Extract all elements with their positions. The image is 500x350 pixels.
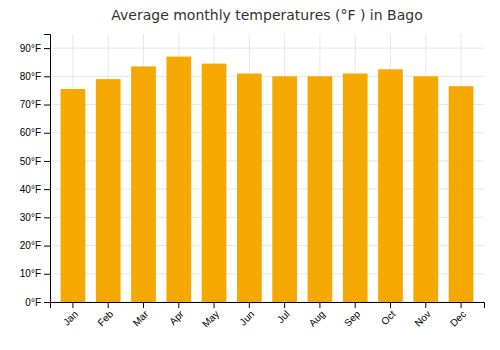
bar xyxy=(272,76,297,302)
tick-mark xyxy=(108,302,109,308)
tick-mark xyxy=(44,217,50,218)
x-tick-label: Jan xyxy=(61,308,80,327)
y-tick-label: 50°F xyxy=(20,156,41,167)
tick-mark xyxy=(143,302,144,308)
bars xyxy=(61,57,474,302)
y-tick-label: 60°F xyxy=(20,127,41,138)
x-tick-label: Nov xyxy=(412,308,432,328)
y-tick-label: 90°F xyxy=(20,43,41,54)
y-tick: 60°F xyxy=(20,127,50,138)
x-tick: Aug xyxy=(307,302,327,329)
y-tick-label: 20°F xyxy=(20,240,41,251)
tick-mark xyxy=(44,133,50,134)
bar xyxy=(96,79,121,302)
y-tick: 20°F xyxy=(20,240,50,251)
x-tick-label: Sep xyxy=(342,308,363,329)
tick-mark xyxy=(355,302,356,308)
x-tick: Jul xyxy=(275,302,292,325)
tick-mark xyxy=(214,302,215,308)
bar xyxy=(166,57,191,302)
bar xyxy=(61,89,86,302)
y-tick-label: 70°F xyxy=(20,99,41,110)
y-tick: 80°F xyxy=(20,71,50,82)
tick-mark xyxy=(461,302,462,308)
title: Average monthly temperatures (°F ) in Ba… xyxy=(111,7,422,23)
x-tick-label: Mar xyxy=(131,308,151,328)
x-tick: May xyxy=(200,302,221,330)
x-tick: Oct xyxy=(379,302,398,327)
tick-mark xyxy=(44,48,50,49)
x-tick: Dec xyxy=(448,302,468,329)
tick-mark xyxy=(44,274,50,275)
y-tick-label: 40°F xyxy=(20,184,41,195)
x-tick-label: Jul xyxy=(275,308,292,325)
bar xyxy=(413,76,438,302)
grid xyxy=(50,34,484,302)
x-tick-label: Jun xyxy=(237,308,256,327)
grid-line xyxy=(50,48,484,49)
axis-line xyxy=(51,303,485,309)
tick-mark xyxy=(425,302,426,308)
y-tick: 40°F xyxy=(20,184,50,195)
y-tick: 50°F xyxy=(20,156,50,167)
x-tick: Apr xyxy=(167,302,186,327)
x-tick: Sep xyxy=(342,302,363,329)
tick-mark xyxy=(72,302,73,308)
bar xyxy=(237,73,262,302)
y-tick: 70°F xyxy=(20,99,50,110)
x-axis: Jan Feb Mar Apr May Jun Jul Aug Sep Oct Nov Dec xyxy=(51,302,485,330)
x-tick-label: May xyxy=(200,308,221,329)
tick-mark xyxy=(44,302,50,303)
x-tick: Nov xyxy=(412,302,432,329)
bar xyxy=(343,73,368,302)
plot: Jan Feb Mar Apr May Jun Jul Aug Sep Oct Nov Dec 0°F 1… xyxy=(20,34,485,330)
x-tick: Mar xyxy=(131,302,151,328)
x-tick-label: Aug xyxy=(307,308,327,328)
bar xyxy=(449,86,474,302)
tick-mark xyxy=(44,189,50,190)
x-tick-label: Apr xyxy=(167,308,186,327)
x-tick: Jun xyxy=(237,302,256,328)
bar xyxy=(308,76,333,302)
y-tick-label: 30°F xyxy=(20,212,41,223)
axis-line xyxy=(44,35,51,303)
tick-mark xyxy=(44,76,50,77)
y-tick-label: 0°F xyxy=(25,297,41,308)
tick-mark xyxy=(44,105,50,106)
y-tick: 10°F xyxy=(20,268,50,279)
tick-mark xyxy=(44,246,50,247)
bar xyxy=(131,66,156,302)
tick-mark xyxy=(44,161,50,162)
tick-mark xyxy=(390,302,391,308)
bar xyxy=(202,64,227,302)
y-tick: 30°F xyxy=(20,212,50,223)
y-tick-label: 80°F xyxy=(20,71,41,82)
x-tick-label: Oct xyxy=(379,308,398,327)
tick-mark xyxy=(178,302,179,308)
y-tick-label: 10°F xyxy=(20,268,41,279)
y-tick: 90°F xyxy=(20,43,50,54)
tick-mark xyxy=(249,302,250,308)
x-tick: Feb xyxy=(95,302,115,328)
x-tick-label: Feb xyxy=(95,308,115,328)
tick-mark xyxy=(319,302,320,308)
x-tick: Jan xyxy=(61,302,80,328)
x-tick-label: Dec xyxy=(448,308,468,328)
chart: Jan Feb Mar Apr May Jun Jul Aug Sep Oct Nov Dec 0°F 1… xyxy=(0,0,500,350)
y-axis: 0°F 10°F 20°F 30°F 40°F 50°F 60°F 70°F 80°F 90°F xyxy=(20,35,51,308)
tick-mark xyxy=(284,302,285,308)
bar xyxy=(378,69,403,302)
y-tick: 0°F xyxy=(25,297,50,308)
